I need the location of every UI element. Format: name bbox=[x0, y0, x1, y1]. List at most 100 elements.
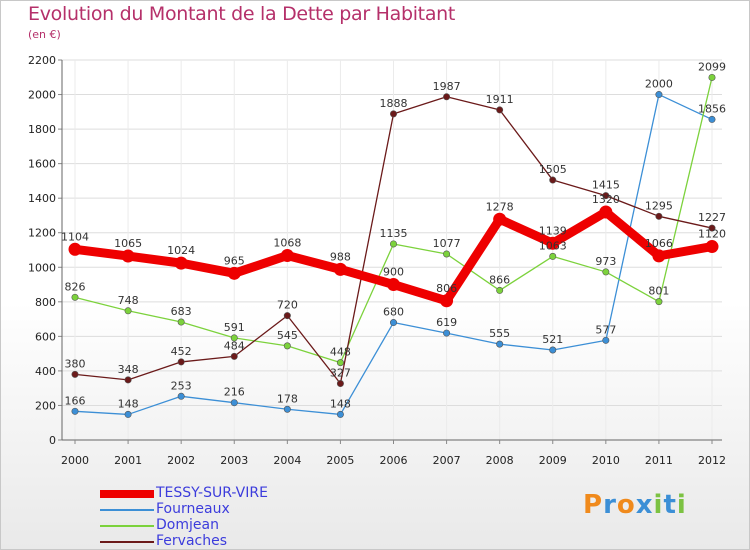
data-label-fervaches: 348 bbox=[118, 363, 139, 376]
y-tick-label: 1800 bbox=[28, 123, 56, 136]
logo-letter: i bbox=[676, 490, 687, 520]
point-tessy-sur-vire bbox=[333, 262, 347, 276]
point-fervaches bbox=[443, 93, 451, 101]
legend-swatch bbox=[100, 509, 154, 511]
data-label-tessy-sur-vire: 806 bbox=[436, 282, 457, 295]
y-tick-label: 1400 bbox=[28, 192, 56, 205]
data-label-fervaches: 1888 bbox=[380, 97, 408, 110]
data-label-fervaches: 380 bbox=[65, 357, 86, 370]
data-label-domjean: 748 bbox=[118, 294, 139, 307]
point-tessy-sur-vire bbox=[174, 256, 188, 270]
point-domjean bbox=[124, 307, 132, 315]
data-label-fourneaux: 577 bbox=[595, 323, 616, 336]
point-domjean bbox=[443, 250, 451, 258]
point-fourneaux bbox=[549, 346, 557, 354]
legend-label: TESSY-SUR-VIRE bbox=[156, 485, 268, 501]
legend-label: Fourneaux bbox=[156, 501, 230, 517]
y-tick-label: 1200 bbox=[28, 227, 56, 240]
point-tessy-sur-vire bbox=[121, 249, 135, 263]
x-tick-label: 2011 bbox=[645, 454, 673, 467]
logo-letter: r bbox=[603, 490, 617, 520]
data-label-domjean: 1077 bbox=[433, 237, 461, 250]
point-fervaches bbox=[549, 176, 557, 184]
point-fervaches bbox=[124, 376, 132, 384]
chart-unit: (en €) bbox=[28, 28, 61, 41]
point-fervaches bbox=[230, 352, 238, 360]
point-fervaches bbox=[283, 312, 291, 320]
data-label-fourneaux: 1856 bbox=[698, 102, 726, 115]
point-tessy-sur-vire bbox=[493, 212, 507, 226]
data-label-tessy-sur-vire: 1066 bbox=[645, 237, 673, 250]
legend-swatch bbox=[100, 490, 154, 498]
point-domjean bbox=[230, 334, 238, 342]
chart-title: Evolution du Montant de la Dette par Hab… bbox=[28, 3, 456, 25]
data-label-fourneaux: 253 bbox=[171, 379, 192, 392]
data-label-fourneaux: 555 bbox=[489, 327, 510, 340]
logo-letter: i bbox=[653, 490, 664, 520]
point-fervaches bbox=[389, 110, 397, 118]
x-tick-label: 2010 bbox=[592, 454, 620, 467]
logo-letter: o bbox=[616, 490, 636, 520]
point-tessy-sur-vire bbox=[280, 249, 294, 263]
point-fourneaux bbox=[602, 336, 610, 344]
point-fervaches bbox=[71, 370, 79, 378]
point-fervaches bbox=[177, 358, 185, 366]
data-label-tessy-sur-vire: 1024 bbox=[167, 244, 195, 257]
point-domjean bbox=[336, 359, 344, 367]
data-label-fervaches: 484 bbox=[224, 339, 245, 352]
point-tessy-sur-vire bbox=[68, 242, 82, 256]
x-tick-label: 2001 bbox=[114, 454, 142, 467]
x-tick-label: 2006 bbox=[380, 454, 408, 467]
y-tick-label: 1600 bbox=[28, 158, 56, 171]
point-fervaches bbox=[336, 380, 344, 388]
data-label-tessy-sur-vire: 1139 bbox=[539, 224, 567, 237]
point-domjean bbox=[602, 268, 610, 276]
data-label-fourneaux: 148 bbox=[330, 397, 351, 410]
x-tick-label: 2007 bbox=[433, 454, 461, 467]
data-label-fervaches: 1295 bbox=[645, 199, 673, 212]
data-label-fourneaux: 216 bbox=[224, 386, 245, 399]
data-label-fourneaux: 178 bbox=[277, 392, 298, 405]
x-tick-label: 2012 bbox=[698, 454, 726, 467]
proxiti-logo: Proxiti bbox=[583, 490, 687, 520]
point-domjean bbox=[708, 73, 716, 81]
data-label-fourneaux: 680 bbox=[383, 306, 404, 319]
point-tessy-sur-vire bbox=[387, 278, 400, 292]
point-fourneaux bbox=[336, 410, 344, 418]
data-label-tessy-sur-vire: 1065 bbox=[114, 237, 142, 250]
point-fervaches bbox=[655, 212, 663, 220]
x-tick-label: 2004 bbox=[273, 454, 301, 467]
point-tessy-sur-vire bbox=[440, 294, 454, 308]
data-label-fervaches: 1227 bbox=[698, 211, 726, 224]
data-label-tessy-sur-vire: 1320 bbox=[592, 193, 620, 206]
data-label-fervaches: 1415 bbox=[592, 179, 620, 192]
data-label-fervaches: 720 bbox=[277, 299, 298, 312]
point-fourneaux bbox=[71, 407, 79, 415]
legend-label: Fervaches bbox=[156, 533, 227, 549]
point-domjean bbox=[283, 342, 291, 350]
data-label-fervaches: 452 bbox=[171, 345, 192, 358]
data-label-tessy-sur-vire: 965 bbox=[224, 254, 245, 267]
data-label-tessy-sur-vire: 1104 bbox=[61, 230, 89, 243]
data-label-tessy-sur-vire: 1120 bbox=[698, 228, 726, 241]
y-tick-label: 200 bbox=[35, 399, 56, 412]
data-label-fourneaux: 619 bbox=[436, 316, 457, 329]
point-fourneaux bbox=[124, 410, 132, 418]
data-label-fervaches: 1987 bbox=[433, 80, 461, 93]
legend-label: Domjean bbox=[156, 517, 219, 533]
data-label-fourneaux: 148 bbox=[118, 397, 139, 410]
x-tick-label: 2005 bbox=[326, 454, 354, 467]
data-label-domjean: 866 bbox=[489, 273, 510, 286]
point-tessy-sur-vire bbox=[652, 249, 666, 263]
data-label-domjean: 801 bbox=[648, 285, 669, 298]
logo-letter: x bbox=[635, 490, 654, 520]
legend-swatch bbox=[100, 525, 154, 527]
data-label-fervaches: 1505 bbox=[539, 163, 567, 176]
point-fourneaux bbox=[708, 115, 716, 123]
data-label-fourneaux: 521 bbox=[542, 333, 563, 346]
point-fourneaux bbox=[655, 91, 663, 99]
data-label-fourneaux: 166 bbox=[65, 394, 86, 407]
point-domjean bbox=[177, 318, 185, 326]
data-label-domjean: 591 bbox=[224, 321, 245, 334]
data-label-domjean: 2099 bbox=[698, 60, 726, 73]
